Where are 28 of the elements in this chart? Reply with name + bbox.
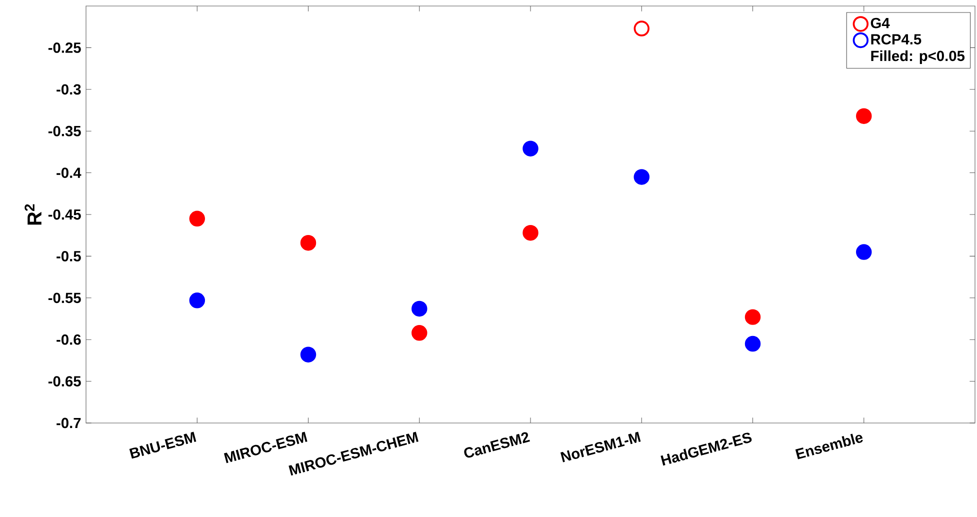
y-tick-label: -0.4 <box>56 168 82 178</box>
y-tick-label: -0.5 <box>56 251 81 262</box>
point <box>189 210 206 227</box>
point <box>300 234 316 251</box>
point <box>744 309 761 325</box>
point <box>412 300 428 317</box>
y-tick-label: -0.45 <box>48 209 81 220</box>
y-tick-label: -0.65 <box>48 376 81 386</box>
point <box>634 20 650 36</box>
annotation: Filled: p<0.05 <box>871 50 965 64</box>
point <box>856 244 872 260</box>
y-tick-label: -0.55 <box>48 292 81 304</box>
y-tick-label: -0.7 <box>56 418 81 428</box>
point <box>522 140 538 156</box>
point <box>189 292 206 308</box>
y-tick-label: -0.25 <box>48 42 81 53</box>
y-tick-label: -0.3 <box>56 84 81 95</box>
point <box>300 346 316 362</box>
point <box>522 224 538 241</box>
y-tick-label: -0.6 <box>56 334 81 345</box>
point <box>634 169 650 185</box>
y-tick-label: -0.35 <box>48 126 81 136</box>
legend-label: RCP4.5 <box>871 34 922 44</box>
point <box>744 336 761 352</box>
point <box>412 325 428 341</box>
legend-label: G4 <box>870 18 890 28</box>
y-axis-title: R$^{2}$ <box>24 204 42 225</box>
point <box>856 108 872 124</box>
